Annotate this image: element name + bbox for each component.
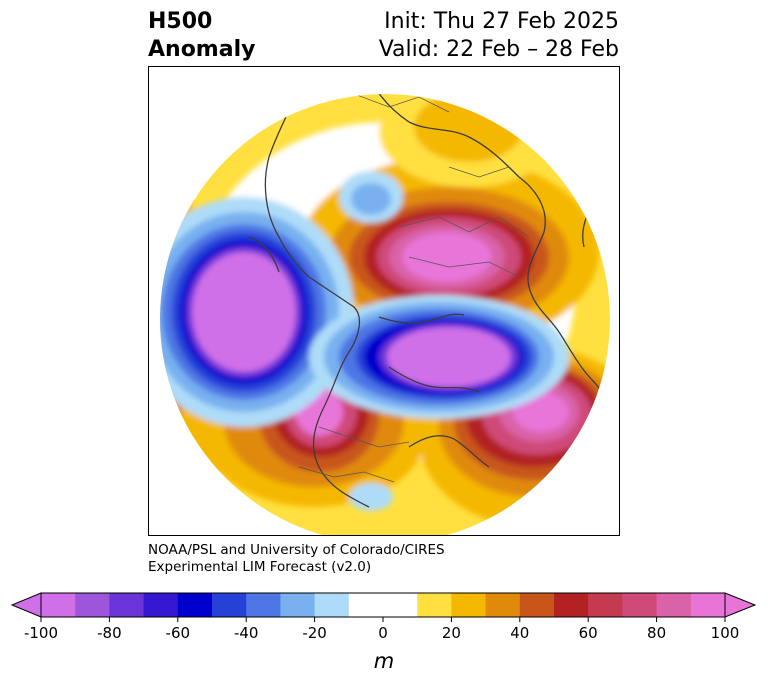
colorbar-bin [519,593,555,617]
colorbar-tick-label: -60 [166,624,191,642]
colorbar-bin [177,593,213,617]
colorbar-over-arrow [724,592,757,618]
colorbar-tick-label: -40 [234,624,259,642]
colorbar-bin [280,593,316,617]
colorbar-bin [554,593,589,617]
colorbar-tick-label: 100 [711,624,740,642]
colorbar-tick-label: -100 [24,624,58,642]
colorbar-bin [588,593,623,617]
title-line-1: H500 [148,9,213,34]
init-date: Init: Thu 27 Feb 2025 [384,9,619,34]
colorbar-unit: m [374,649,394,673]
colorbar-tick-label: -20 [302,624,327,642]
colorbar-bin [348,593,418,617]
colorbar-bin [656,593,692,617]
colorbar-bin [690,593,726,617]
colorbar-tick-label: 0 [378,624,388,642]
title-line-2: Anomaly [148,37,256,62]
colorbar-bin [75,593,110,617]
map-title: H500 Anomaly [148,8,255,64]
colorbar-bin [212,593,247,617]
colorbar-under-arrow [10,592,42,618]
colorbar-tick-label: 20 [442,624,461,642]
anomaly-field [160,94,610,535]
colorbar: -100 -80 -60 -40 -20 0 20 40 60 80 100 m [10,592,757,673]
valid-range: Valid: 22 Feb – 28 Feb [378,37,619,62]
colorbar-bin [246,593,281,617]
colorbar-tick-label: 80 [647,624,666,642]
colorbar-bin [451,593,487,617]
colorbar-tick-label: 40 [510,624,529,642]
colorbar-bin [143,593,179,617]
forecast-dates: Init: Thu 27 Feb 2025 Valid: 22 Feb – 28… [379,8,619,64]
colorbar-bin [41,593,76,617]
credit-line-2: Experimental LIM Forecast (v2.0) [148,559,372,575]
colorbar-tick-label: -80 [97,624,122,642]
colorbar-bin [417,593,452,617]
colorbar-bin [622,593,658,617]
colorbar-bin [314,593,350,617]
credit-line-1: NOAA/PSL and University of Colorado/CIRE… [148,542,445,558]
colorbar-tick-label: 60 [579,624,598,642]
credit: NOAA/PSL and University of Colorado/CIRE… [148,542,445,576]
polar-map [148,66,620,536]
colorbar-bin [109,593,145,617]
colorbar-bin [485,593,521,617]
